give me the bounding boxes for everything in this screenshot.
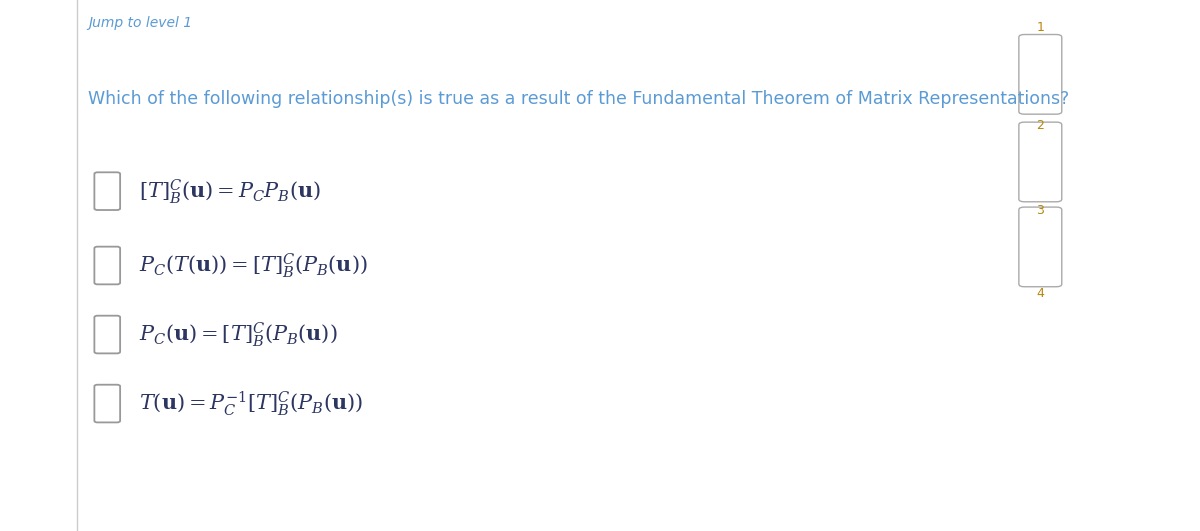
FancyBboxPatch shape [95,246,120,285]
FancyBboxPatch shape [1019,207,1062,287]
FancyBboxPatch shape [95,315,120,354]
Text: $P_C(T(\mathbf{u})) = [T]_B^C(P_B(\mathbf{u}))$: $P_C(T(\mathbf{u})) = [T]_B^C(P_B(\mathb… [139,251,368,280]
Text: 1: 1 [1037,21,1044,34]
Text: Which of the following relationship(s) is true as a result of the Fundamental Th: Which of the following relationship(s) i… [88,90,1069,108]
FancyBboxPatch shape [95,172,120,210]
Text: 2: 2 [1037,119,1044,132]
Text: $P_C(\mathbf{u}) = [T]_B^C(P_B(\mathbf{u}))$: $P_C(\mathbf{u}) = [T]_B^C(P_B(\mathbf{u… [139,320,338,349]
Text: Jump to level 1: Jump to level 1 [88,16,192,30]
FancyBboxPatch shape [1019,35,1062,114]
Text: 4: 4 [1037,287,1044,299]
FancyBboxPatch shape [95,384,120,423]
FancyBboxPatch shape [1019,122,1062,202]
Text: $T(\mathbf{u}) = P_C^{-1}[T]_B^C(P_B(\mathbf{u}))$: $T(\mathbf{u}) = P_C^{-1}[T]_B^C(P_B(\ma… [139,389,364,418]
Text: $[T]_B^C(\mathbf{u}) = P_C P_B(\mathbf{u})$: $[T]_B^C(\mathbf{u}) = P_C P_B(\mathbf{u… [139,177,322,205]
Text: 3: 3 [1037,204,1044,217]
